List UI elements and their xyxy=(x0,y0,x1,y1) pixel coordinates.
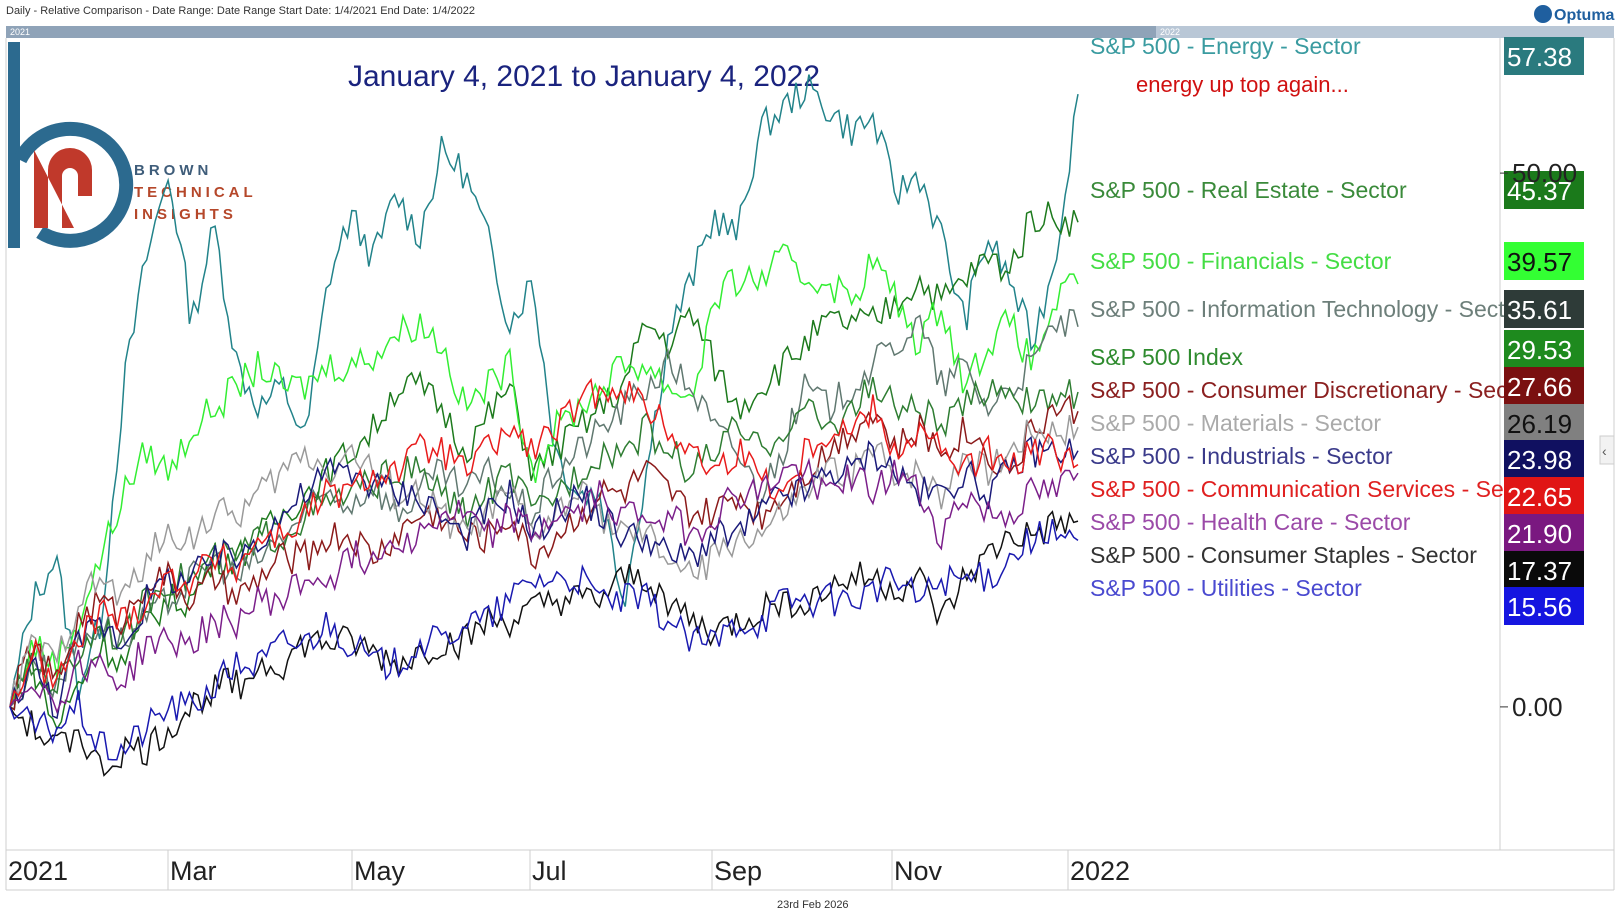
value-badge-text: 15.56 xyxy=(1507,592,1572,622)
brown-technical-insights-logo: BROWN TECHNICAL INSIGHTS xyxy=(8,42,257,248)
x-tick-label: Sep xyxy=(714,856,762,886)
x-tick-label: Nov xyxy=(894,856,943,886)
series-label: S&P 500 - Health Care - Sector xyxy=(1090,509,1411,535)
series-line xyxy=(9,510,1079,777)
logo-text-insights: INSIGHTS xyxy=(134,206,237,223)
timeline-scrollbar[interactable]: 2021 2022 xyxy=(6,26,1614,38)
value-badge-text: 23.98 xyxy=(1507,445,1572,475)
optuma-brand: Optuma xyxy=(1554,7,1615,24)
series-line xyxy=(9,308,1079,708)
series-label: S&P 500 - Energy - Sector xyxy=(1090,33,1361,59)
series-line xyxy=(9,201,1079,731)
value-badge: 15.56 xyxy=(1504,587,1584,625)
series-label: S&P 500 - Materials - Sector xyxy=(1090,410,1381,436)
series-line xyxy=(9,457,1079,715)
value-badge: 27.66 xyxy=(1504,367,1584,405)
x-tick-label: 2022 xyxy=(1070,856,1130,886)
series-lines xyxy=(9,74,1079,777)
chart-header-info: Daily - Relative Comparison - Date Range… xyxy=(6,5,475,17)
value-badge: 26.19 xyxy=(1504,404,1584,442)
series-label: S&P 500 - Information Technology - Secto… xyxy=(1090,296,1525,322)
series-labels: S&P 500 - Energy - Sector S&P 500 - Real … xyxy=(1090,33,1542,601)
value-badge: 45.37 xyxy=(1504,171,1584,209)
series-label: S&P 500 - Consumer Staples - Sector xyxy=(1090,542,1477,568)
logo-text-brown: BROWN xyxy=(134,162,212,179)
series-label: S&P 500 Index xyxy=(1090,344,1244,370)
series-label: S&P 500 - Utilities - Sector xyxy=(1090,575,1362,601)
value-badge: 22.65 xyxy=(1504,477,1584,515)
value-badge: 17.37 xyxy=(1504,551,1584,589)
series-label: S&P 500 - Real Estate - Sector xyxy=(1090,177,1407,203)
value-badge: 35.61 xyxy=(1504,290,1584,328)
value-badge: 23.98 xyxy=(1504,440,1584,478)
chevron-left-icon: ‹ xyxy=(1602,443,1607,459)
value-badge-text: 39.57 xyxy=(1507,247,1572,277)
value-badge-text: 17.37 xyxy=(1507,556,1572,586)
x-tick-label: Mar xyxy=(170,856,217,886)
value-badge-text: 35.61 xyxy=(1507,295,1572,325)
footer-date: 23rd Feb 2026 xyxy=(777,899,849,911)
value-badge: 21.90 xyxy=(1504,514,1584,552)
optuma-logo: Optuma xyxy=(1534,5,1615,24)
series-label: S&P 500 - Industrials - Sector xyxy=(1090,443,1393,469)
value-badge-text: 22.65 xyxy=(1507,482,1572,512)
value-badge-text: 26.19 xyxy=(1507,409,1572,439)
series-line xyxy=(9,377,1079,708)
value-badge-text: 21.90 xyxy=(1507,519,1572,549)
series-line xyxy=(9,74,1079,708)
y-tick-label: 0.00 xyxy=(1512,692,1563,722)
series-line xyxy=(9,394,1079,711)
timeline-end-label: 2022 xyxy=(1160,27,1180,37)
timeline-start-label: 2021 xyxy=(10,27,30,37)
value-badge-text: 57.38 xyxy=(1507,42,1572,72)
y-tick-label: 50.00 xyxy=(1512,158,1577,188)
chart-annotation: energy up top again... xyxy=(1136,72,1349,97)
series-label: S&P 500 - Communication Services - Secto… xyxy=(1090,476,1542,502)
series-line xyxy=(9,414,1079,708)
value-badge: 39.57 xyxy=(1504,242,1584,280)
x-tick-label: 2021 xyxy=(8,856,68,886)
value-badge: 29.53 xyxy=(1504,330,1584,368)
value-badge: 57.38 xyxy=(1504,37,1584,75)
y-axis-ticks: 50.00 0.00 xyxy=(1500,158,1577,722)
series-line xyxy=(9,243,1079,708)
logo-text-technical: TECHNICAL xyxy=(134,184,257,201)
x-tick-label: Jul xyxy=(532,856,567,886)
series-label: S&P 500 - Financials - Sector xyxy=(1090,248,1392,274)
chart-title: January 4, 2021 to January 4, 2022 xyxy=(348,60,820,93)
value-badges: 57.38 45.37 39.57 35.61 29.53 27.66 26.19 23.98… xyxy=(1504,37,1584,625)
x-tick-label: May xyxy=(354,856,406,886)
series-line xyxy=(9,518,1079,761)
value-badge-text: 29.53 xyxy=(1507,335,1572,365)
value-badge-text: 45.37 xyxy=(1507,176,1572,206)
panel-collapse-arrow[interactable]: ‹ xyxy=(1599,435,1615,465)
value-badge-text: 27.66 xyxy=(1507,372,1572,402)
series-label: S&P 500 - Consumer Discretionary - Secto… xyxy=(1090,377,1535,403)
x-axis-ticks: 2021 Mar May Jul Sep Nov 2022 xyxy=(5,850,1130,890)
